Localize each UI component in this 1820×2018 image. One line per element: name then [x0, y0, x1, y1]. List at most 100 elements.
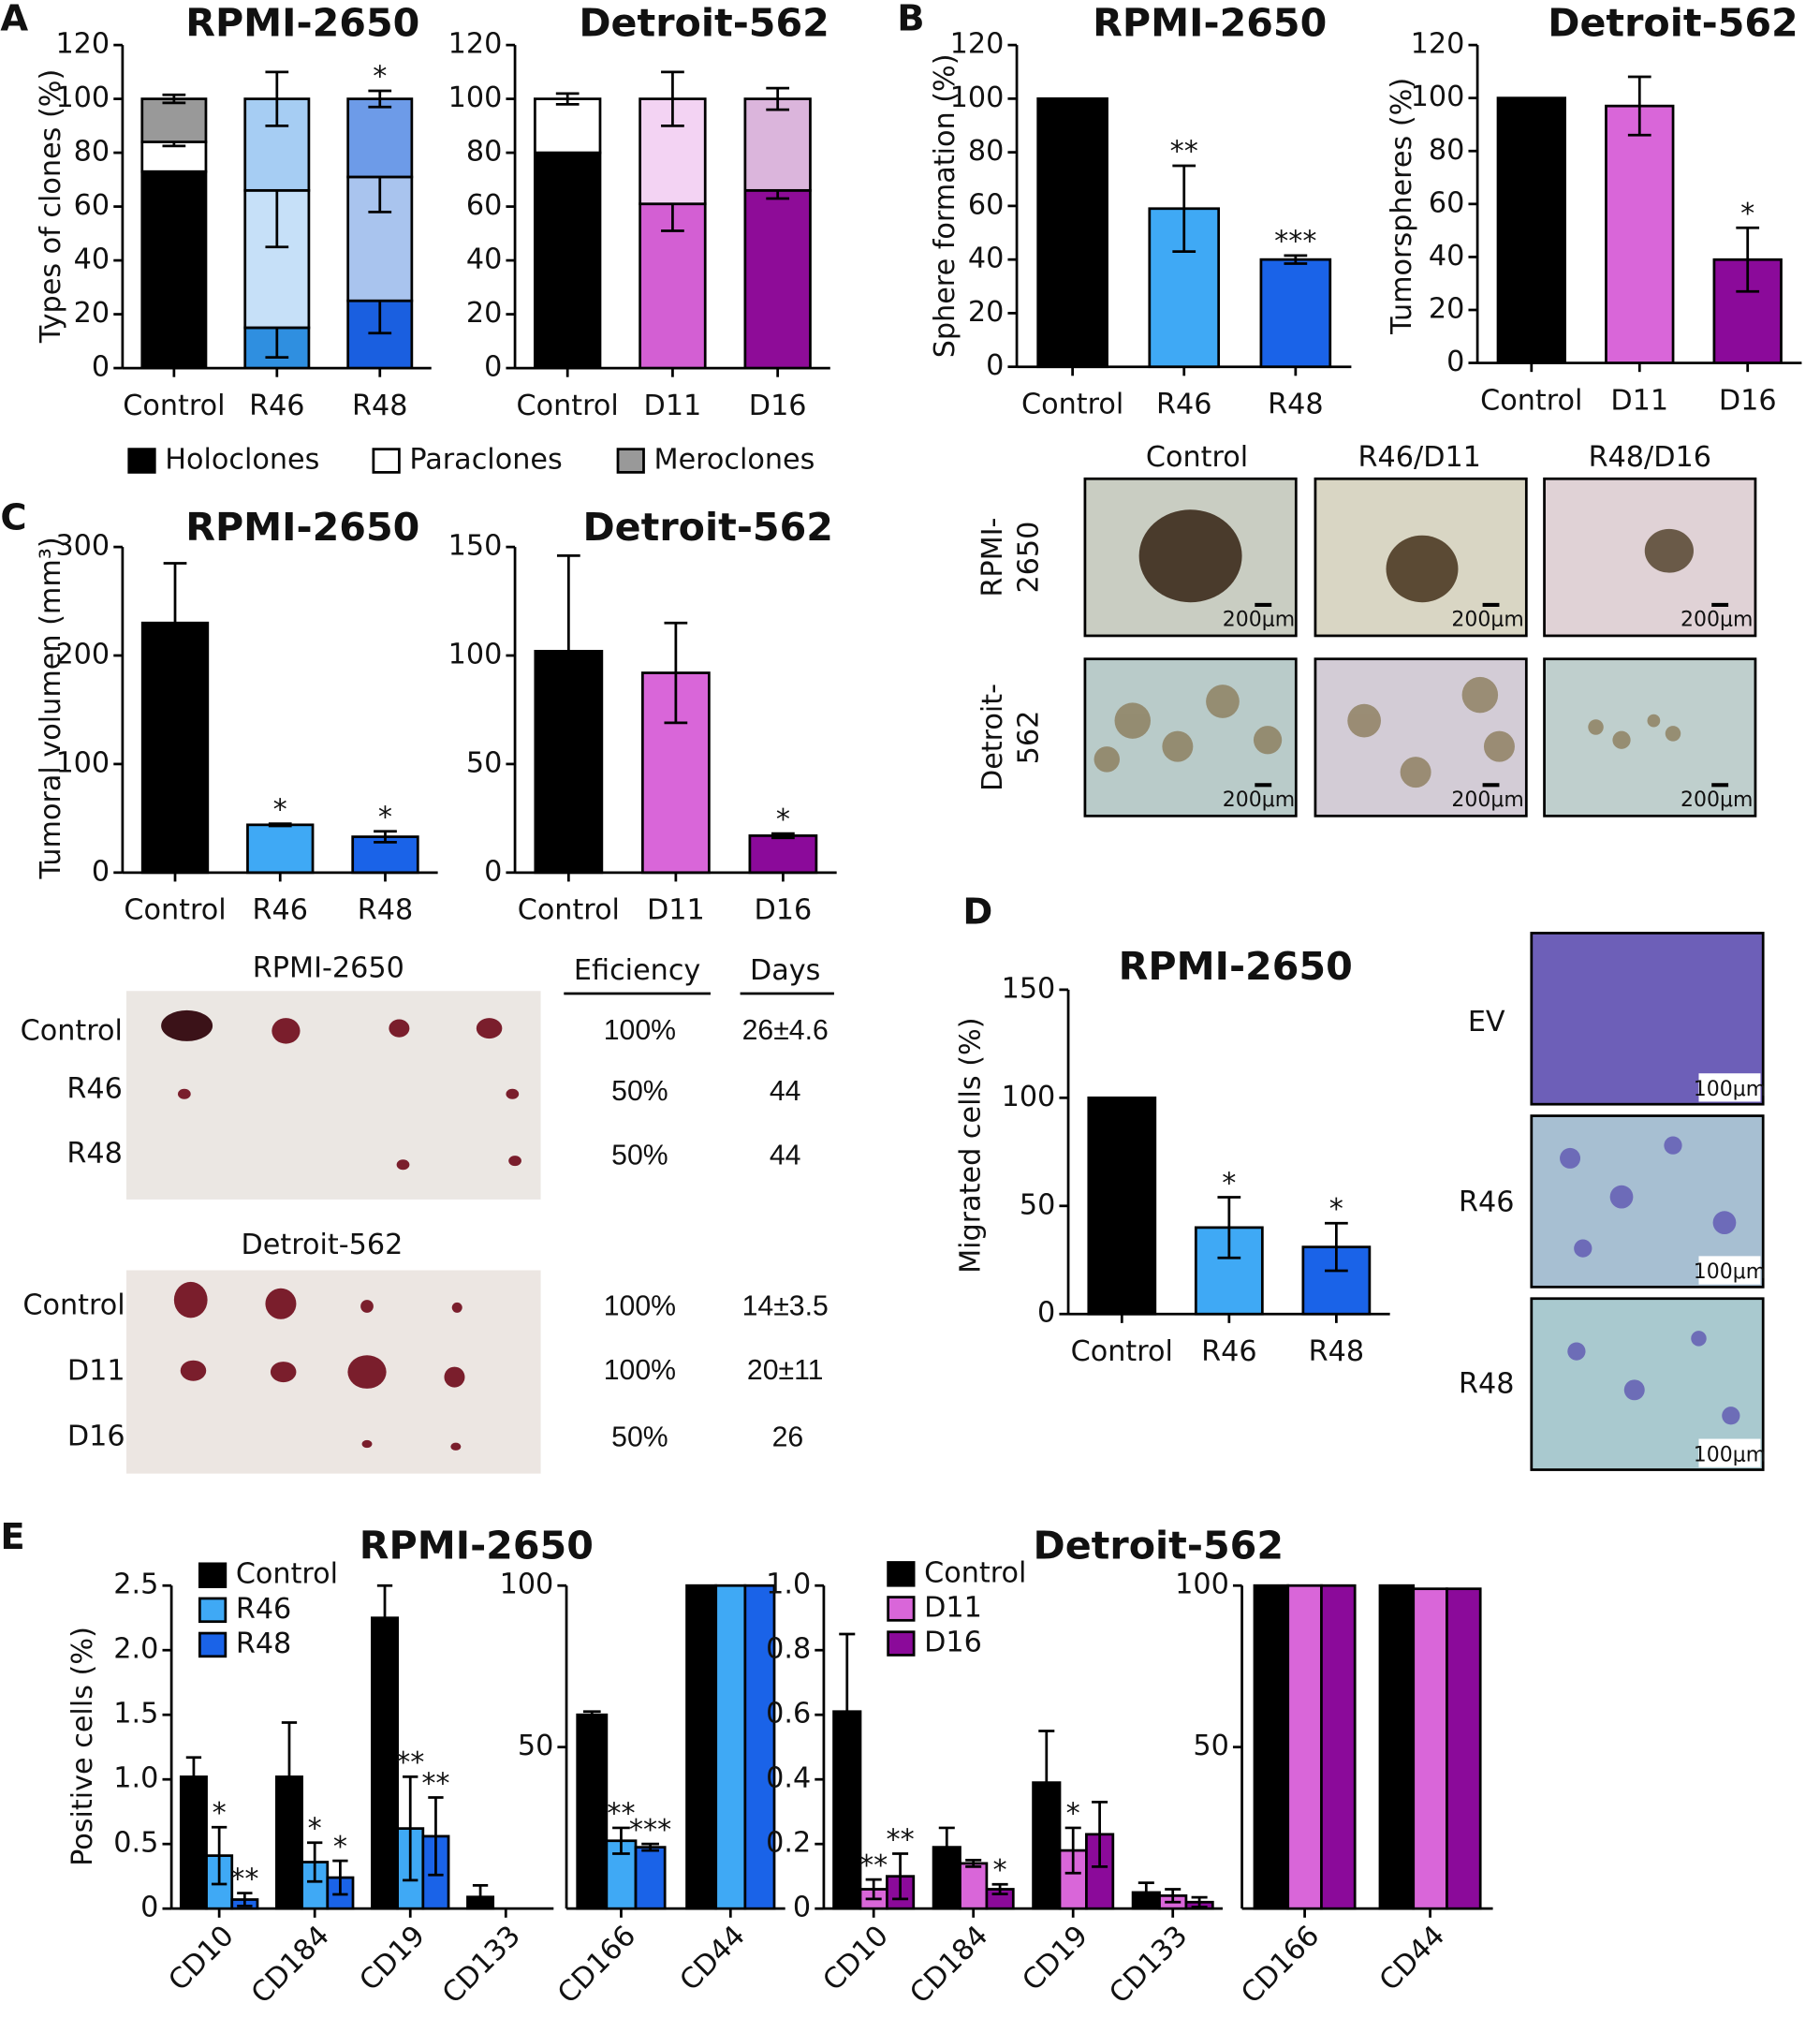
row-label: D11 [67, 1355, 125, 1388]
sphere [1138, 509, 1242, 603]
x-tick-label: R48 [358, 894, 413, 927]
significance: * [1329, 1193, 1343, 1226]
chart-title: Detroit-562 [1034, 1523, 1284, 1568]
y-tick-label: 60 [968, 188, 1004, 221]
y-tick-label: 0 [484, 855, 502, 888]
significance: * [776, 803, 790, 836]
row-label: 562 [1012, 711, 1045, 765]
error-bar [865, 1878, 882, 1901]
y-tick-label: 1.0 [113, 1762, 158, 1795]
y-tick-label: 100 [448, 639, 503, 671]
error-bar [582, 1710, 601, 1720]
error-bar [991, 1882, 1008, 1896]
y-tick-label: 80 [74, 136, 110, 169]
error-bar [265, 70, 289, 127]
error-bar [237, 1892, 253, 1908]
row-label: D16 [67, 1421, 125, 1453]
significance: ** [230, 1863, 258, 1895]
significance: * [1740, 198, 1754, 230]
y-tick-label: 0.5 [113, 1827, 158, 1860]
error-bar [1165, 1888, 1182, 1904]
tumors [161, 1009, 521, 1451]
x-tick-label: R46 [253, 894, 308, 927]
scale-label: 100μm [1694, 1078, 1766, 1101]
y-tick-label: 20 [466, 297, 502, 330]
y-tick-label: 60 [466, 189, 502, 222]
x-tick-label: CD133 [1103, 1920, 1194, 2011]
error-bar [268, 822, 292, 828]
y-tick-label: 50 [1020, 1188, 1055, 1221]
x-tick-label: D16 [755, 894, 813, 927]
bar [743, 1583, 776, 1910]
scale-label: 200μm [1223, 788, 1295, 812]
significance: * [333, 1831, 347, 1863]
x-tick-label: CD166 [1235, 1920, 1326, 2011]
legend-swatch [887, 1596, 916, 1622]
y-tick-label: 100 [1411, 81, 1465, 113]
legend-label: Control [924, 1556, 1026, 1589]
y-tick-label: 120 [1411, 28, 1465, 61]
significance: * [308, 1813, 322, 1846]
error-bar [1324, 1221, 1348, 1273]
legend-label: D11 [924, 1591, 982, 1624]
y-tick-label: 0 [92, 855, 110, 888]
legend-swatch [616, 448, 645, 474]
legend-swatch [887, 1630, 916, 1657]
cell: 100% [604, 1015, 676, 1046]
x-tick-label: Control [517, 390, 619, 422]
bar [1259, 258, 1332, 369]
y-tick-label: 0 [140, 1892, 158, 1924]
error-bar [403, 1775, 418, 1882]
y-tick-label: 80 [1429, 134, 1464, 167]
scale-box [1698, 1256, 1761, 1285]
legend-label: Paraclones [409, 444, 562, 477]
significance: *** [1274, 226, 1316, 258]
cell: 14±3.5 [742, 1290, 829, 1321]
y-tick-label: 300 [55, 530, 110, 563]
row-label: Control [21, 1015, 123, 1048]
x-tick-label: R46 [249, 390, 304, 422]
significance: *** [629, 1814, 671, 1847]
x-tick-label: Control [123, 390, 225, 422]
column-label: R48/D16 [1589, 441, 1711, 474]
error-bar [1092, 1800, 1108, 1868]
y-tick-label: 0.8 [766, 1633, 811, 1666]
error-bar [1064, 1826, 1081, 1875]
x-tick-label: CD133 [436, 1920, 527, 2011]
group-title: RPMI-2650 [253, 951, 404, 984]
scale-label: 200μm [1681, 608, 1753, 631]
scale-label: 100μm [1694, 1443, 1766, 1466]
cell: 44 [770, 1076, 801, 1107]
error-bar [211, 1825, 228, 1886]
y-tick-label: 40 [466, 243, 502, 276]
y-tick-label: 80 [968, 135, 1004, 168]
y-tick-label: 150 [1002, 972, 1056, 1005]
significance: ** [396, 1746, 424, 1779]
cell: 100% [604, 1290, 676, 1321]
error-bar [332, 1859, 348, 1896]
legend-swatch [887, 1561, 916, 1587]
sphere [1644, 528, 1694, 573]
row-label: R46 [1459, 1186, 1514, 1219]
y-axis-label: Sphere formation (%) [929, 53, 961, 358]
y-tick-label: 60 [74, 189, 110, 222]
cell: 50% [611, 1076, 668, 1107]
y-tick-label: 80 [466, 136, 502, 169]
column-label: R46/D11 [1358, 441, 1481, 474]
y-tick-label: 100 [448, 81, 503, 114]
bar [576, 1713, 609, 1910]
x-tick-label: D11 [647, 894, 705, 927]
row-label: RPMI- [976, 518, 1009, 597]
legend-swatch [127, 448, 156, 474]
scale-label: 100μm [1694, 1260, 1766, 1284]
migration-images: EV R46 R48 100μm 100μm 100μm [1459, 932, 1766, 1471]
bar [140, 97, 208, 143]
y-tick-label: 100 [950, 81, 1005, 114]
cell: 50% [611, 1141, 668, 1171]
error-bar [472, 1883, 489, 1910]
x-tick-label: CD10 [817, 1920, 895, 1997]
cell: 20±11 [747, 1355, 824, 1386]
scale-label: 200μm [1223, 608, 1295, 631]
y-tick-label: 0.4 [766, 1762, 811, 1795]
x-tick-label: D16 [1719, 384, 1777, 417]
